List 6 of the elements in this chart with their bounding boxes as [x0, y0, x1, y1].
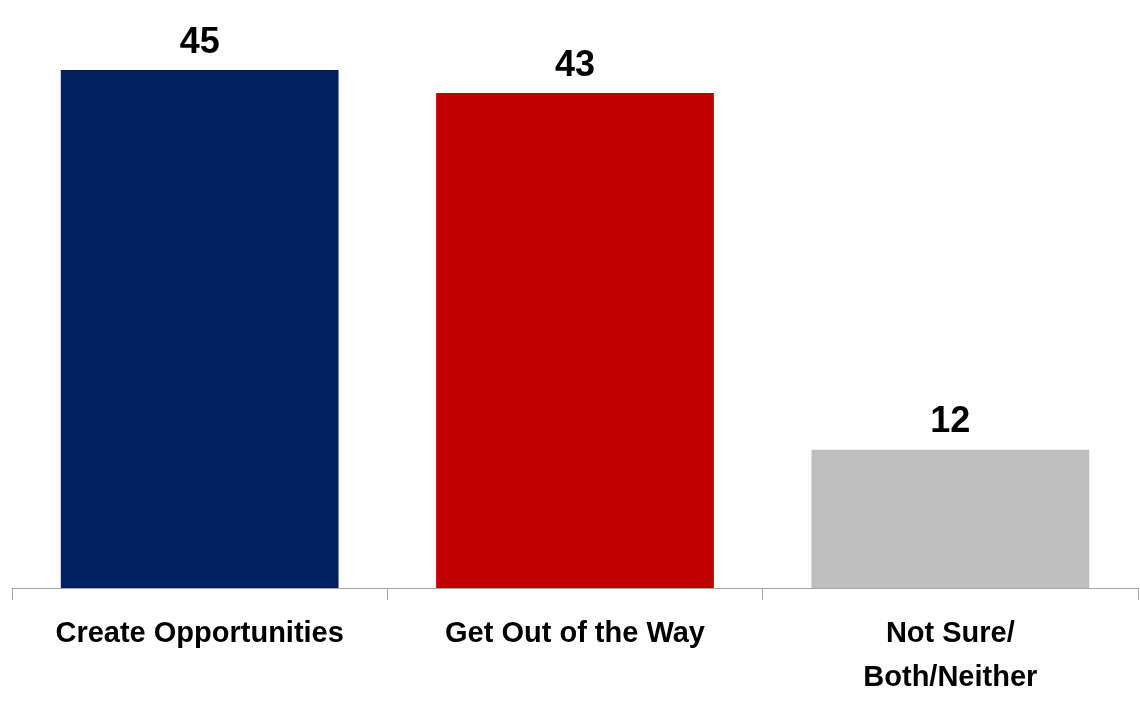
data-label: 12	[930, 399, 971, 441]
x-tick-label: Create Opportunities	[55, 616, 344, 648]
x-tick-label: Get Out of the Way	[445, 616, 705, 648]
data-label: 45	[179, 19, 220, 61]
x-tick-label: Not Sure/ Both/Neither	[863, 616, 1038, 692]
data-label: 43	[554, 42, 596, 84]
